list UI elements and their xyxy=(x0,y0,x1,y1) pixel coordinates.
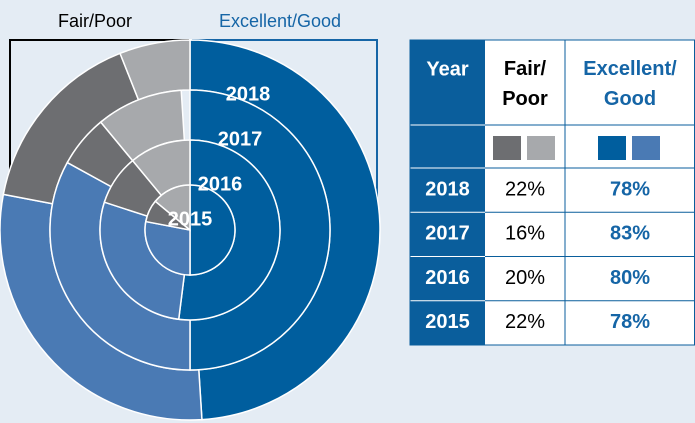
year-column xyxy=(410,40,485,345)
legend-label: Excellent/Good xyxy=(219,11,341,31)
ring-segment xyxy=(189,184,236,276)
ring-label: 2017 xyxy=(218,128,263,150)
table-header: Fair/Poor xyxy=(502,58,548,110)
ring-segment xyxy=(154,184,191,232)
legend-swatch xyxy=(493,136,521,160)
ring-label: 2018 xyxy=(226,83,271,105)
table-value: 83% xyxy=(610,223,650,245)
ring-segment xyxy=(144,220,191,276)
table-value: 78% xyxy=(610,311,650,333)
table-year: 2016 xyxy=(425,267,470,289)
table-value: 22% xyxy=(505,311,545,333)
table-year: 2018 xyxy=(425,178,470,200)
table-year: 2015 xyxy=(425,311,470,333)
table-header: Excellent/Good xyxy=(583,58,677,110)
ring-label: 2016 xyxy=(198,173,243,195)
table-year: 2017 xyxy=(425,223,470,245)
legend-swatch xyxy=(527,136,555,160)
table-value: 78% xyxy=(610,178,650,200)
table-value: 20% xyxy=(505,267,545,289)
table-value: 22% xyxy=(505,178,545,200)
table-value: 16% xyxy=(505,223,545,245)
legend-swatch xyxy=(632,136,660,160)
legend-label: Fair/Poor xyxy=(58,11,132,31)
table-value: 80% xyxy=(610,267,650,289)
ring-label: 2015 xyxy=(168,208,213,230)
legend-swatch xyxy=(598,136,626,160)
table-header: Year xyxy=(426,58,468,80)
